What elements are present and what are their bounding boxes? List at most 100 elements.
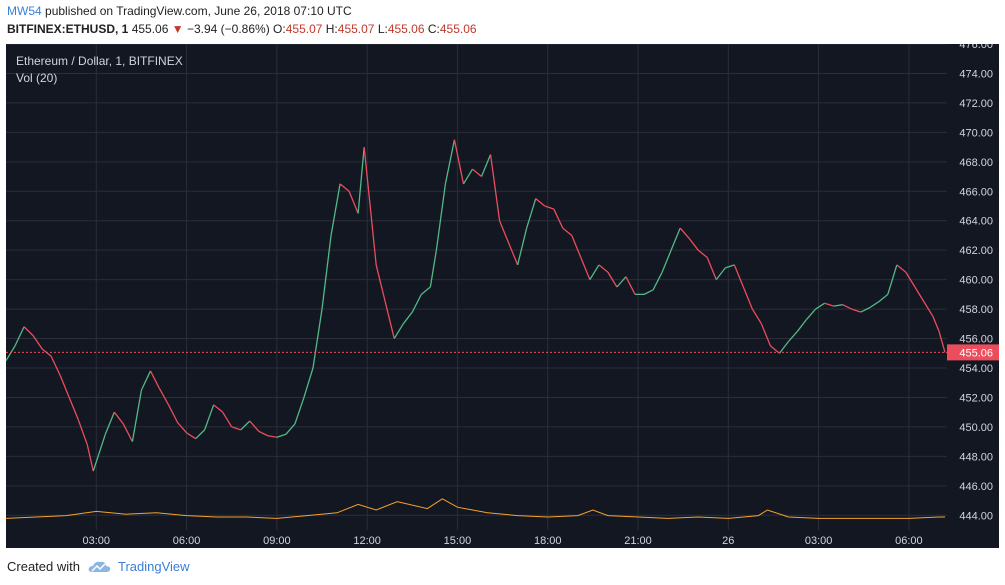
- x-tick-label: 12:00: [353, 535, 381, 547]
- volume-ma-line: [6, 498, 945, 519]
- price-segment: [580, 257, 591, 280]
- price-segment: [661, 249, 672, 273]
- price-segment: [330, 183, 341, 236]
- x-tick-label: 09:00: [263, 535, 291, 547]
- price-segment: [833, 304, 843, 307]
- last-price-label-bg: [947, 344, 999, 361]
- last-price: 455.06: [131, 22, 169, 36]
- y-tick-label: 452.00: [959, 392, 993, 404]
- price-segment: [384, 301, 395, 339]
- x-tick-label: 06:00: [173, 535, 201, 547]
- price-segment: [815, 302, 825, 310]
- price-segment: [878, 293, 889, 303]
- price-segment: [788, 330, 799, 342]
- low-value: 455.06: [387, 22, 425, 36]
- x-tick-label: 06:00: [895, 535, 923, 547]
- high-value: 455.07: [337, 22, 375, 36]
- price-segment: [679, 227, 690, 239]
- price-segment: [149, 370, 161, 389]
- price-segment: [932, 316, 940, 332]
- price-segment: [375, 264, 386, 302]
- price-segment: [267, 435, 277, 438]
- y-tick-label: 464.00: [959, 216, 993, 228]
- price-segment: [68, 397, 79, 420]
- y-tick-label: 472.00: [959, 98, 993, 110]
- price-segment: [571, 235, 582, 258]
- price-segment: [363, 147, 371, 207]
- price-segment: [616, 276, 627, 288]
- open-value: 455.07: [285, 22, 323, 36]
- price-segment: [321, 235, 332, 310]
- price-segment: [770, 345, 780, 354]
- open-label: O:: [273, 22, 286, 36]
- price-segment: [715, 267, 726, 281]
- price-segment: [544, 205, 554, 210]
- price-segment: [938, 331, 946, 353]
- price-segment: [294, 397, 305, 425]
- author-username[interactable]: MW54: [7, 4, 42, 18]
- time-axis-background: [6, 530, 999, 548]
- price-segment: [725, 264, 735, 269]
- price-segment: [462, 168, 474, 185]
- price-segment: [249, 420, 260, 432]
- price-segment: [778, 341, 790, 354]
- price-segment: [887, 264, 898, 295]
- y-tick-label: 470.00: [959, 127, 993, 139]
- price-axis-background: [947, 44, 999, 548]
- price-segment: [733, 264, 744, 288]
- price-segment: [697, 249, 708, 259]
- chart-title: Ethereum / Dollar, 1, BITFINEX: [16, 54, 183, 68]
- price-segment: [6, 345, 16, 361]
- x-tick-label: 26: [722, 535, 734, 547]
- x-tick-label: 15:00: [444, 535, 472, 547]
- y-tick-label: 446.00: [959, 481, 993, 493]
- price-segment: [393, 323, 404, 339]
- price-segment: [688, 238, 699, 251]
- price-segment: [625, 276, 636, 295]
- price-segment: [23, 326, 34, 337]
- price-segment: [562, 227, 573, 236]
- price-segment: [760, 323, 772, 347]
- price-segment: [517, 227, 528, 266]
- price-segment: [607, 271, 618, 288]
- price-segment: [104, 411, 115, 435]
- price-segment: [498, 220, 510, 244]
- symbol-name: BITFINEX:ETHUSD, 1: [7, 22, 129, 36]
- last-price-label: 455.06: [959, 347, 993, 359]
- price-segment: [453, 139, 465, 185]
- tradingview-brand-link[interactable]: TradingView: [117, 559, 190, 574]
- price-segment: [896, 264, 907, 273]
- y-tick-label: 476.00: [959, 44, 993, 51]
- y-tick-label: 456.00: [959, 334, 993, 346]
- chart-area[interactable]: 444.00 446.00 448.00 450.00 452.00 454.00 456.…: [6, 44, 999, 548]
- price-segment: [59, 375, 70, 398]
- price-segment: [258, 430, 269, 437]
- price-segment: [420, 286, 431, 295]
- y-tick-label: 462.00: [959, 245, 993, 257]
- price-segment: [240, 420, 251, 431]
- x-tick-label: 03:00: [805, 535, 833, 547]
- price-segment: [195, 429, 206, 440]
- ohlc-line: BITFINEX:ETHUSD, 1 455.06 ▼ −3.94 (−0.86…: [7, 22, 477, 36]
- price-segment: [204, 404, 215, 431]
- price-segment: [140, 370, 152, 391]
- price-segment: [670, 227, 681, 251]
- price-segment: [348, 191, 359, 214]
- price-segment: [186, 432, 196, 440]
- price-segment: [402, 311, 413, 325]
- y-tick-label: 448.00: [959, 451, 993, 463]
- price-segment: [357, 147, 365, 214]
- price-segment: [50, 355, 61, 376]
- high-label: H:: [325, 22, 338, 36]
- price-segment: [411, 294, 422, 313]
- publish-info: published on TradingView.com, June 26, 2…: [45, 4, 352, 18]
- price-segment: [860, 307, 871, 313]
- price-segment: [312, 308, 323, 369]
- price-segment: [32, 335, 43, 350]
- price-chart[interactable]: 444.00 446.00 448.00 450.00 452.00 454.00 456.…: [6, 44, 999, 548]
- price-segment: [652, 271, 663, 291]
- footer: Created with TradingView: [7, 559, 190, 574]
- price-segment: [923, 301, 934, 317]
- price-segment: [435, 183, 447, 251]
- price-segment: [472, 168, 482, 178]
